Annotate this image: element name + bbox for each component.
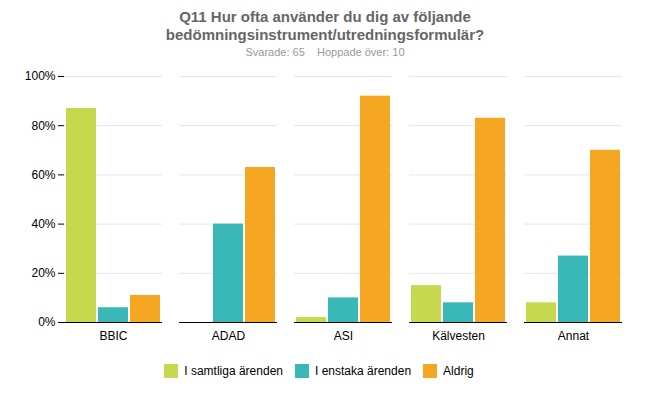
svg-text:0%: 0% (38, 315, 56, 329)
svg-text:80%: 80% (31, 119, 55, 133)
html-text:Aldrig: Aldrig (443, 363, 474, 378)
svg-text:BBIC: BBIC (99, 329, 127, 343)
html-text:I samtliga ärenden: I samtliga ärenden (184, 363, 283, 378)
html-text:Svarade: 65 Hoppade över: 10: Svarade: 65 Hoppade över: 10 (245, 46, 405, 58)
svg-text:Annat: Annat (558, 329, 590, 343)
html-text:I enstaka ärenden: I enstaka ärenden (315, 363, 412, 378)
svg-text:ADAD: ADAD (212, 329, 246, 343)
html-text:Q11 Hur ofta använder du dig a: Q11 Hur ofta använder du dig av följande… (165, 8, 485, 43)
svg-text:100%: 100% (25, 69, 56, 83)
svg-text:60%: 60% (31, 168, 55, 182)
svg-text:Kälvesten: Kälvesten (432, 329, 485, 343)
svg-text:40%: 40% (31, 217, 55, 231)
svg-text:20%: 20% (31, 266, 55, 280)
svg-text:ASI: ASI (334, 329, 353, 343)
